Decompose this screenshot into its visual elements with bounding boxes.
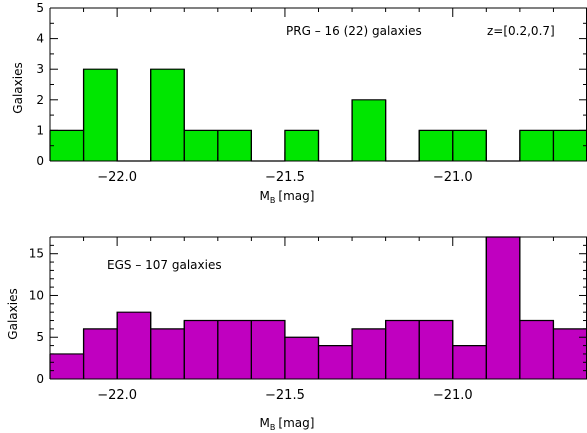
egs-bar [284,337,319,379]
prg-histogram-panel: −22.0 −21.5 −21.0 0 1 2 3 4 5 PRG – 16 (22) gala… [11,1,587,205]
prg-y-tick-label: 2 [36,93,44,107]
prg-bars [49,68,587,162]
egs-y-tick-label: 5 [36,330,44,344]
prg-bar [50,130,84,161]
prg-annotation: PRG – 16 (22) galaxies [286,24,422,38]
egs-bar [385,320,420,379]
egs-histogram-panel: −22.0 −21.5 −21.0 0 5 10 15 EGS – 107 galaxies… [6,236,587,432]
prg-bar [452,130,487,161]
egs-x-tick-label: −21.5 [265,388,305,403]
egs-x-tick-label: −22.0 [97,388,137,403]
egs-x-axis-label: MB [mag] [260,416,315,432]
prg-y-tick-label: 1 [36,123,44,137]
egs-bar [553,328,587,379]
prg-bar [150,69,185,161]
prg-bar [419,130,453,161]
egs-bar [452,345,487,379]
egs-annotation: EGS – 107 galaxies [107,258,222,272]
egs-y-axis-label: Galaxies [6,288,20,339]
prg-bar [284,130,319,161]
egs-bar [352,328,386,379]
prg-x-tick-label: −22.0 [97,170,137,185]
prg-bar [519,130,554,161]
prg-y-tick-label: 3 [36,62,44,76]
prg-x-axis-label: MB [mag] [260,189,315,205]
egs-bar [251,320,285,379]
egs-x-tick-label: −21.0 [433,388,473,403]
prg-y-tick-label: 0 [36,154,44,168]
prg-bar [553,130,587,161]
egs-y-tick-label: 15 [29,247,44,261]
egs-bars [49,236,587,379]
prg-x-tick-label: −21.5 [265,170,305,185]
egs-y-tick-label: 10 [29,288,44,302]
prg-bar [83,69,118,161]
egs-bar [117,312,151,379]
prg-y-tick-label: 4 [36,32,44,46]
egs-bar [50,353,84,379]
egs-bar [318,345,353,379]
egs-bar [217,320,252,379]
redshift-range-annotation: z=[0.2,0.7] [487,24,555,38]
egs-bar [184,320,218,379]
egs-bar [519,320,554,379]
prg-axes: −22.0 −21.5 −21.0 0 1 2 3 4 5 [36,1,587,185]
prg-bar [352,99,386,161]
prg-x-tick-label: −21.0 [433,170,473,185]
prg-y-axis-label: Galaxies [11,62,25,113]
egs-y-tick-label: 0 [36,372,44,386]
prg-bar [184,130,218,161]
egs-bar [83,328,118,379]
prg-bar [217,130,252,161]
egs-bar [150,328,185,379]
egs-bar [486,237,520,379]
egs-bar [419,320,453,379]
prg-y-tick-label: 5 [36,1,44,15]
